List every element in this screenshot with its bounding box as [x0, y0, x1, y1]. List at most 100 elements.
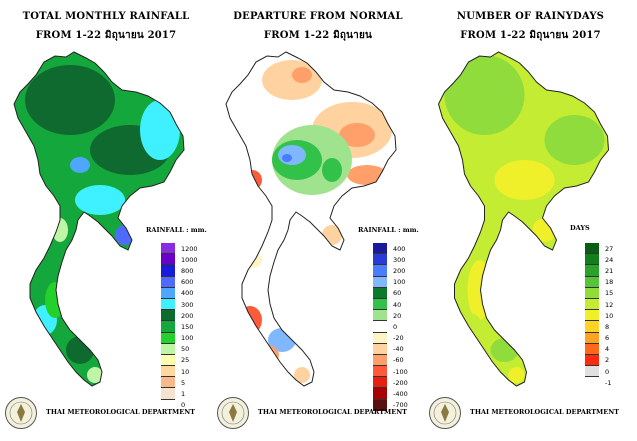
tmd-seal-logo [429, 397, 461, 429]
panel-departure-normal: DEPARTURE FROM NORMAL FROM 1-22 มิถุนายน… [212, 0, 424, 441]
legend-value: 25 [181, 356, 190, 365]
legend-entry: -700 [373, 399, 419, 411]
legend-entry: 60 [373, 287, 419, 299]
legend-value: 200 [393, 266, 406, 275]
rainy-days-legend: 27 24 21 18 15 12 10 8 6 4 2 0 -1 [585, 243, 631, 389]
legend-entry: 600 [161, 276, 207, 288]
legend-swatch [585, 377, 599, 389]
legend-entry: 0 [161, 399, 207, 411]
legend-swatch [585, 243, 599, 255]
legend-swatch [585, 366, 599, 378]
panel-total-rainfall: TOTAL MONTHLY RAINFALL FROM 1-22 มิถุนาย… [0, 0, 212, 441]
legend-entry: 12 [585, 298, 631, 311]
legend-entry: 200 [373, 265, 419, 277]
legend-swatch [585, 265, 599, 277]
legend-value: 40 [393, 300, 402, 309]
legend-value: 100 [181, 334, 194, 343]
legend-entry: 200 [161, 310, 207, 322]
legend-swatch [373, 243, 387, 255]
legend-value: 20 [393, 311, 402, 320]
legend-entry: 5 [161, 377, 207, 389]
legend-unit-label: DAYS [570, 224, 590, 232]
legend-value: -700 [393, 401, 408, 410]
legend-swatch [373, 298, 387, 311]
legend-entry: -1 [585, 377, 631, 389]
legend-swatch [161, 377, 175, 389]
legend-value: 100 [393, 278, 406, 287]
legend-entry: 50 [161, 343, 207, 355]
legend-value: 600 [181, 278, 194, 287]
legend-unit-label: RAINFALL : mm. [358, 226, 419, 234]
legend-swatch [585, 310, 599, 322]
legend-entry: -400 [373, 388, 419, 400]
departure-map [225, 51, 397, 387]
legend-swatch [161, 276, 175, 288]
legend-swatch [585, 287, 599, 299]
legend-entry: -40 [373, 343, 419, 355]
legend-entry: 1 [161, 388, 207, 400]
legend-entry: 300 [373, 254, 419, 266]
legend-swatch [585, 343, 599, 355]
legend-entry: 10 [585, 310, 631, 322]
legend-entry: 25 [161, 354, 207, 367]
legend-swatch [161, 354, 175, 367]
legend-entry: 300 [161, 298, 207, 311]
legend-entry: 1200 [161, 243, 207, 255]
legend-swatch [373, 254, 387, 266]
legend-swatch [585, 332, 599, 344]
legend-value: 0 [393, 322, 398, 331]
legend-value: 0 [181, 401, 186, 410]
legend-swatch [373, 332, 387, 344]
legend-value: -100 [393, 367, 408, 376]
panel-title: TOTAL MONTHLY RAINFALL [22, 11, 190, 22]
legend-entry: 100 [373, 276, 419, 288]
legend-value: 2 [605, 356, 610, 365]
legend-entry: 21 [585, 265, 631, 277]
legend-entry: 24 [585, 254, 631, 266]
legend-swatch [585, 298, 599, 311]
legend-swatch [373, 287, 387, 299]
panel-subtitle: FROM 1-22 มิถุนายน 2017 [460, 30, 601, 41]
legend-swatch [161, 366, 175, 378]
legend-swatch [373, 366, 387, 378]
department-name: THAI METEOROLOGICAL DEPARTMENT [258, 408, 407, 416]
legend-value: 18 [605, 278, 614, 287]
legend-value: -1 [605, 378, 612, 387]
legend-entry: 2 [585, 354, 631, 367]
legend-value: 300 [393, 255, 406, 264]
legend-value: 1 [181, 390, 186, 399]
legend-swatch [161, 310, 175, 322]
legend-swatch [373, 310, 387, 322]
legend-entry: 15 [585, 287, 631, 299]
legend-entry: 150 [161, 321, 207, 333]
legend-value: 24 [605, 255, 614, 264]
rainfall-legend: 1200 1000 800 600 400 300 200 150 100 50 25 10 5 1 0 [161, 243, 207, 411]
legend-entry: 8 [585, 321, 631, 333]
legend-swatch [373, 276, 387, 288]
legend-entry: 400 [373, 243, 419, 255]
legend-swatch [373, 265, 387, 277]
legend-swatch [161, 243, 175, 255]
legend-value: -20 [393, 334, 404, 343]
legend-value: 400 [393, 244, 406, 253]
legend-value: 0 [605, 367, 610, 376]
tmd-seal-logo [217, 397, 249, 429]
legend-entry: 0 [373, 321, 419, 333]
department-name: THAI METEOROLOGICAL DEPARTMENT [46, 408, 195, 416]
panel-subtitle: FROM 1-22 มิถุนายน 2017 [35, 30, 177, 41]
legend-entry: 4 [585, 343, 631, 355]
legend-value: -400 [393, 390, 408, 399]
legend-entry: 20 [373, 310, 419, 322]
legend-swatch [373, 343, 387, 355]
rainfall-map [13, 51, 185, 387]
legend-value: 150 [181, 322, 194, 331]
legend-entry: 6 [585, 332, 631, 344]
legend-entry: -100 [373, 366, 419, 378]
legend-swatch [373, 388, 387, 400]
legend-swatch [161, 254, 175, 266]
legend-swatch [161, 332, 175, 344]
legend-swatch [373, 377, 387, 389]
legend-value: 300 [181, 300, 194, 309]
legend-swatch [161, 399, 175, 411]
panel-title: DEPARTURE FROM NORMAL [233, 11, 403, 22]
